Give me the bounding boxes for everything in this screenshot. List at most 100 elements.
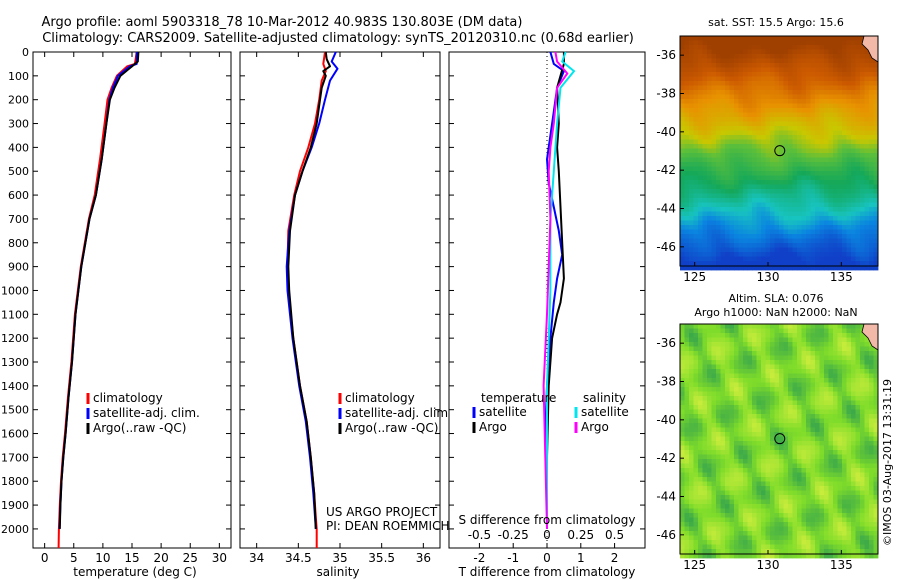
sla-map-pixel [815, 508, 820, 514]
sst-map-pixel [765, 256, 771, 262]
sla-map-pixel [734, 418, 739, 424]
sla-map-lon-label: 135 [830, 558, 853, 572]
sst-map-pixel [680, 153, 685, 158]
sst-map-pixel [689, 234, 694, 239]
sla-map-pixel [873, 441, 879, 446]
sst-map-pixel [855, 45, 861, 50]
sla-map-pixel [716, 400, 721, 406]
sla-map-pixel [792, 369, 798, 374]
sla-map-pixel [716, 387, 721, 392]
sst-map-pixel [680, 148, 685, 154]
sla-map-pixel [792, 504, 798, 509]
sst-map-pixel [720, 130, 726, 136]
sst-map-pixel [873, 198, 879, 203]
sst-map-pixel [837, 126, 843, 131]
sla-map-pixel [873, 549, 879, 554]
sla-map-pixel [747, 396, 753, 401]
sst-map-pixel [846, 202, 852, 208]
sst-map-pixel [761, 234, 766, 239]
sst-map-pixel [824, 256, 829, 262]
sst-map-pixel [788, 72, 793, 77]
sla-map-pixel [788, 454, 793, 460]
sst-map-pixel [729, 220, 735, 226]
sst-map-pixel [743, 216, 748, 221]
sst-map-pixel [684, 58, 690, 64]
sst-map-pixel [806, 247, 811, 253]
sst-map-pixel [851, 148, 856, 154]
sla-map-pixel [716, 409, 721, 415]
sla-map-pixel [810, 378, 816, 383]
sst-map-pixel [698, 85, 703, 91]
sla-map-pixel [684, 553, 690, 559]
sla-map-pixel [779, 414, 784, 419]
sla-map-pixel [855, 508, 861, 514]
sla-map-pixel [792, 423, 798, 428]
sla-map-pixel [702, 405, 708, 410]
sla-map-pixel [698, 324, 703, 329]
sst-map-pixel [716, 256, 721, 262]
sst-map-pixel [783, 243, 789, 248]
sla-map-pixel [684, 544, 690, 550]
sla-map-pixel [752, 540, 757, 545]
sla-map-pixel [747, 454, 753, 460]
sst-map-pixel [837, 58, 843, 64]
sst-map-pixel [743, 171, 748, 176]
sla-map-pixel [792, 418, 798, 424]
sla-map-pixel [720, 364, 726, 370]
sst-map-pixel [806, 121, 811, 127]
sla-map-pixel [819, 495, 825, 500]
sla-map-pixel [770, 441, 775, 446]
sst-map-pixel [810, 229, 816, 235]
sla-map-pixel [837, 526, 843, 532]
sla-map-pixel [824, 346, 829, 352]
sla-map-pixel [788, 481, 793, 487]
sst-map-pixel [774, 49, 780, 55]
sla-map-pixel [873, 387, 879, 392]
sst-map-pixel [702, 90, 708, 95]
sla-map-pixel [797, 477, 802, 482]
sla-map-pixel [819, 486, 825, 491]
sst-map-pixel [720, 265, 726, 271]
sst-map-pixel [779, 216, 784, 221]
sst-map-pixel [693, 90, 699, 95]
sst-map-pixel [783, 162, 789, 167]
sla-map-pixel [743, 351, 748, 356]
sst-map-pixel [801, 153, 807, 158]
sla-map-pixel [828, 423, 834, 428]
sla-map-pixel [815, 540, 820, 545]
sst-map-pixel [801, 144, 807, 149]
sst-map-pixel [783, 99, 789, 104]
sla-map-pixel [824, 526, 829, 532]
sst-map-pixel [842, 139, 847, 145]
sst-map-pixel [864, 157, 870, 163]
sst-map-pixel [833, 139, 838, 145]
sst-map-pixel [680, 94, 685, 100]
sst-map-pixel [707, 256, 712, 262]
sst-map-pixel [725, 234, 730, 239]
sla-map-pixel [806, 513, 811, 518]
sst-map-pixel [738, 175, 744, 181]
sla-map-pixel [684, 328, 690, 334]
sla-map-pixel [689, 459, 694, 464]
sst-map-pixel [738, 67, 744, 73]
sla-map-pixel [864, 382, 870, 388]
sst-map-pixel [873, 85, 879, 91]
sst-map-pixel [819, 144, 825, 149]
sst-map-pixel [698, 180, 703, 185]
sst-map-pixel [837, 54, 843, 59]
sla-map-pixel [792, 364, 798, 370]
sla-map-pixel [788, 373, 793, 379]
sla-map-pixel [810, 454, 816, 460]
sst-map-pixel [761, 76, 766, 82]
sst-map-pixel [765, 202, 771, 208]
sla-map-pixel [810, 360, 816, 365]
sst-map-pixel [815, 171, 820, 176]
sla-map-pixel [855, 535, 861, 541]
sst-map-pixel [842, 157, 847, 163]
sst-map-pixel [752, 108, 757, 113]
sst-map-pixel [725, 139, 730, 145]
sst-map-pixel [860, 126, 865, 131]
sla-map-pixel [743, 517, 748, 523]
sla-map-pixel [707, 423, 712, 428]
sst-map-pixel [729, 229, 735, 235]
